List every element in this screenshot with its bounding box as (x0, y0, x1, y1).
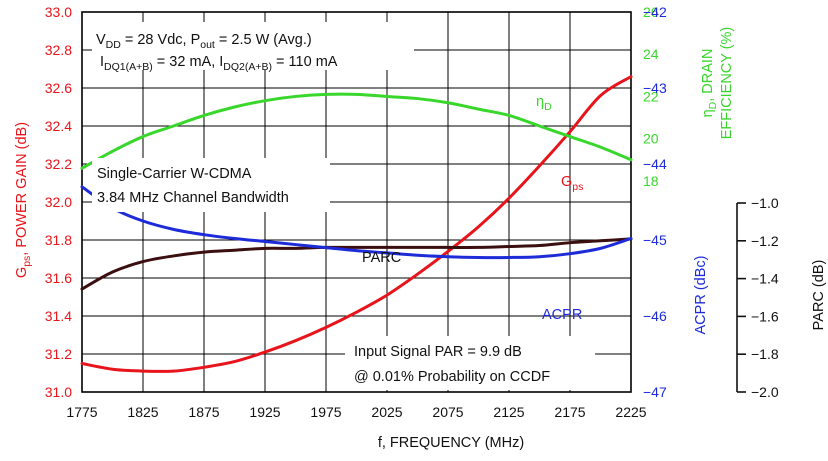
gain-tick-label: 31.8 (45, 232, 72, 248)
gain-axis-label: Gps, POWER GAIN (dB) (14, 122, 33, 278)
gain-series-label: Gps (561, 174, 583, 193)
gain-tick-label: 31.2 (45, 346, 72, 362)
parc-axis-label: PARC (dB) (811, 260, 827, 331)
acpr-tick-label: −42 (643, 4, 667, 20)
acpr-tick-label: −43 (643, 80, 667, 96)
efficiency-tick-label: 20 (643, 131, 659, 147)
plot-border (81, 11, 632, 393)
carrier-annotation-line1: Single-Carrier W-CDMA (97, 166, 252, 182)
acpr-curve (80, 185, 633, 260)
acpr-tick-label: −47 (643, 384, 667, 400)
x-tick-label: 2075 (432, 404, 463, 420)
bias-conditions-line2: IDQ1(A+B) = 32 mA, IDQ2(A+B) = 110 mA (100, 54, 338, 73)
efficiency-axis-ticks: 18 20 22 24 26 (643, 4, 659, 189)
x-tick-label: 1975 (310, 404, 341, 420)
efficiency-series-label: ηD (536, 94, 552, 113)
x-tick-label: 2175 (554, 404, 585, 420)
x-tick-label: 1775 (66, 404, 97, 420)
gain-tick-label: 32.6 (45, 80, 72, 96)
acpr-tick-label: −46 (643, 308, 667, 324)
efficiency-tick-label: 26 (643, 4, 659, 20)
efficiency-tick-label: 18 (643, 173, 659, 189)
gain-tick-label: 33.0 (45, 4, 72, 20)
efficiency-axis-label-line1: ηD, DRAIN (700, 49, 719, 118)
efficiency-axis-label-line2: EFFICIENCY (%) (719, 27, 735, 140)
gain-axis-ticks: 31.0 31.2 31.4 31.6 31.8 32.0 32.2 32.4 32.6 32.8… (45, 4, 72, 400)
efficiency-tick-label: 24 (643, 46, 659, 62)
efficiency-tick-label: 22 (643, 88, 659, 104)
gain-tick-label: 32.0 (45, 194, 72, 210)
parc-tick-label: −2.0 (751, 384, 779, 400)
parc-tick-label: −1.0 (751, 195, 779, 211)
x-axis-ticks: 1775 1825 1875 1925 1975 2025 2075 2125 2175 2225 (66, 404, 646, 420)
parc-tick-label: −1.2 (751, 233, 779, 249)
x-tick-label: 2025 (371, 404, 402, 420)
gain-tick-label: 31.4 (45, 308, 72, 324)
parc-tick-label: −1.4 (751, 271, 779, 287)
x-tick-label: 2125 (493, 404, 524, 420)
series-layer (80, 75, 633, 373)
efficiency-curve (80, 92, 633, 170)
parc-tick-label: −1.8 (751, 346, 779, 362)
bias-conditions-line1: VDD = 28 Vdc, Pout = 2.5 W (Avg.) (96, 32, 312, 51)
signal-annotation-line2: @ 0.01% Probability on CCDF (354, 369, 550, 385)
gain-tick-label: 32.4 (45, 118, 72, 134)
gain-curve (80, 75, 633, 373)
plot-frame (81, 11, 632, 393)
carrier-annotation-line2: 3.84 MHz Channel Bandwidth (97, 190, 289, 206)
parc-tick-label: −1.6 (751, 308, 779, 324)
x-tick-label: 1825 (127, 404, 158, 420)
x-tick-label: 1925 (249, 404, 280, 420)
acpr-series-label: ACPR (542, 307, 582, 323)
gain-tick-label: 31.6 (45, 270, 72, 286)
acpr-tick-label: −45 (643, 232, 667, 248)
acpr-axis-ticks: −42 −43 −44 −45 −46 −47 (643, 4, 667, 400)
parc-axis: −1.0 −1.2 −1.4 −1.6 −1.8 −2.0 (736, 195, 779, 400)
parc-curve (80, 237, 633, 291)
acpr-axis-label: ACPR (dBc) (693, 256, 709, 335)
gain-tick-label: 32.2 (45, 156, 72, 172)
x-axis-label: f, FREQUENCY (MHz) (378, 435, 524, 451)
acpr-tick-label: −44 (643, 156, 667, 172)
x-tick-label: 2225 (615, 404, 646, 420)
x-tick-label: 1875 (188, 404, 219, 420)
parc-series-label: PARC (362, 250, 401, 266)
signal-annotation-line1: Input Signal PAR = 9.9 dB (354, 344, 522, 360)
gain-tick-label: 31.0 (45, 384, 72, 400)
gain-tick-label: 32.8 (45, 42, 72, 58)
